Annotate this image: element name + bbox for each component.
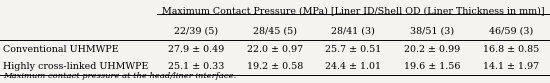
Text: 46/59 (3): 46/59 (3) bbox=[488, 26, 533, 35]
Text: 25.7 ± 0.51: 25.7 ± 0.51 bbox=[325, 45, 382, 54]
Text: 24.4 ± 1.01: 24.4 ± 1.01 bbox=[326, 62, 381, 71]
Text: Highly cross-linked UHMWPE: Highly cross-linked UHMWPE bbox=[3, 62, 148, 71]
Text: 16.8 ± 0.85: 16.8 ± 0.85 bbox=[482, 45, 539, 54]
Text: 27.9 ± 0.49: 27.9 ± 0.49 bbox=[168, 45, 224, 54]
Text: 20.2 ± 0.99: 20.2 ± 0.99 bbox=[404, 45, 460, 54]
Text: 19.6 ± 1.56: 19.6 ± 1.56 bbox=[404, 62, 460, 71]
Text: Maximum Contact Pressure (MPa) [Liner ID/Shell OD (Liner Thickness in mm)]: Maximum Contact Pressure (MPa) [Liner ID… bbox=[162, 6, 544, 15]
Text: 38/51 (3): 38/51 (3) bbox=[410, 26, 454, 35]
Text: 25.1 ± 0.33: 25.1 ± 0.33 bbox=[168, 62, 224, 71]
Text: 28/41 (3): 28/41 (3) bbox=[332, 26, 375, 35]
Text: 14.1 ± 1.97: 14.1 ± 1.97 bbox=[482, 62, 539, 71]
Text: Conventional UHMWPE: Conventional UHMWPE bbox=[3, 45, 118, 54]
Text: 28/45 (5): 28/45 (5) bbox=[253, 26, 297, 35]
Text: 19.2 ± 0.58: 19.2 ± 0.58 bbox=[246, 62, 303, 71]
Text: 22.0 ± 0.97: 22.0 ± 0.97 bbox=[246, 45, 303, 54]
Text: Maximum contact pressure at the head/liner interface.: Maximum contact pressure at the head/lin… bbox=[3, 72, 236, 80]
Text: 22/39 (5): 22/39 (5) bbox=[174, 26, 218, 35]
